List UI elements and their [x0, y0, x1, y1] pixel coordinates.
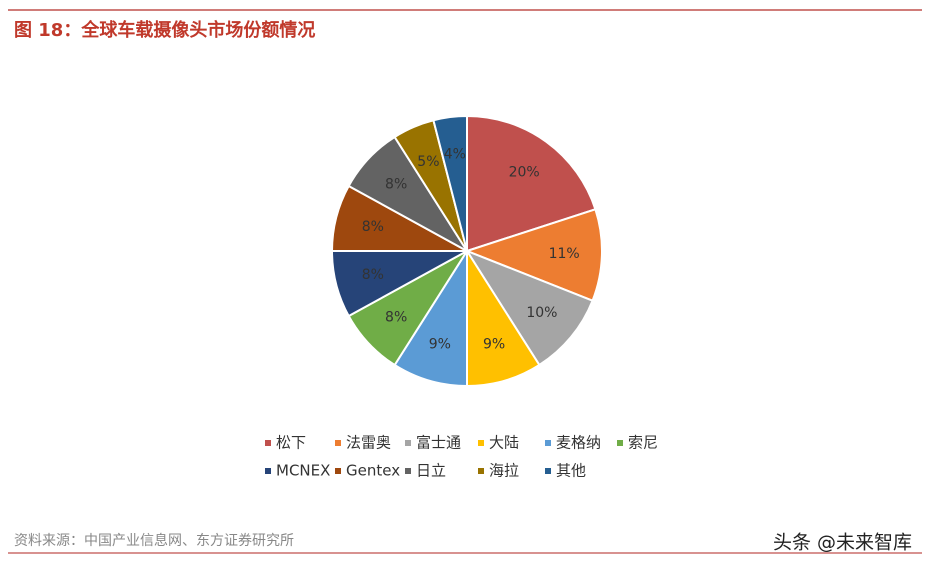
- pie-slice: [466, 114, 597, 253]
- legend-swatch: [335, 440, 341, 446]
- data-label: 8%: [385, 310, 407, 326]
- watermark: 头条 @未来智库: [773, 532, 912, 554]
- legend-label: 富士通: [416, 434, 461, 452]
- data-label: 9%: [429, 336, 451, 352]
- legend-swatch: [617, 440, 623, 446]
- pie-slice: [464, 248, 594, 367]
- data-label: 20%: [509, 164, 540, 180]
- legend-swatch: [265, 468, 271, 474]
- legend-swatch: [478, 440, 484, 446]
- legend-swatch: [405, 440, 411, 446]
- legend-swatch: [265, 440, 271, 446]
- data-label: 8%: [362, 219, 384, 235]
- legend-swatch: [405, 468, 411, 474]
- chart-title: 图 18：全球车载摄像头市场份额情况: [14, 19, 315, 41]
- legend-label: Gentex: [346, 462, 400, 480]
- data-label: 10%: [526, 305, 557, 321]
- legend-label: MCNEX: [276, 462, 330, 480]
- data-label: 8%: [385, 176, 407, 192]
- legend-label: 松下: [276, 434, 306, 452]
- data-label: 4%: [444, 147, 466, 163]
- data-label: 11%: [549, 246, 580, 262]
- source: 资料来源：中国产业信息网、东方证券研究所: [14, 532, 294, 549]
- legend-label: 海拉: [489, 462, 519, 480]
- legend-label: 大陆: [489, 434, 519, 452]
- legend-swatch: [545, 440, 551, 446]
- legend-swatch: [478, 468, 484, 474]
- legend-label: 日立: [416, 462, 446, 480]
- data-label: 8%: [362, 267, 384, 283]
- pie-slice: [432, 114, 468, 252]
- legend-label: 索尼: [628, 434, 658, 452]
- pie-slice: [464, 208, 603, 302]
- legend-label: 法雷奥: [346, 434, 391, 452]
- data-label: 5%: [417, 154, 439, 170]
- legend-swatch: [335, 468, 341, 474]
- legend-label: 其他: [556, 462, 586, 480]
- data-label: 9%: [483, 336, 505, 352]
- legend-label: 麦格纳: [556, 434, 601, 452]
- legend-swatch: [545, 468, 551, 474]
